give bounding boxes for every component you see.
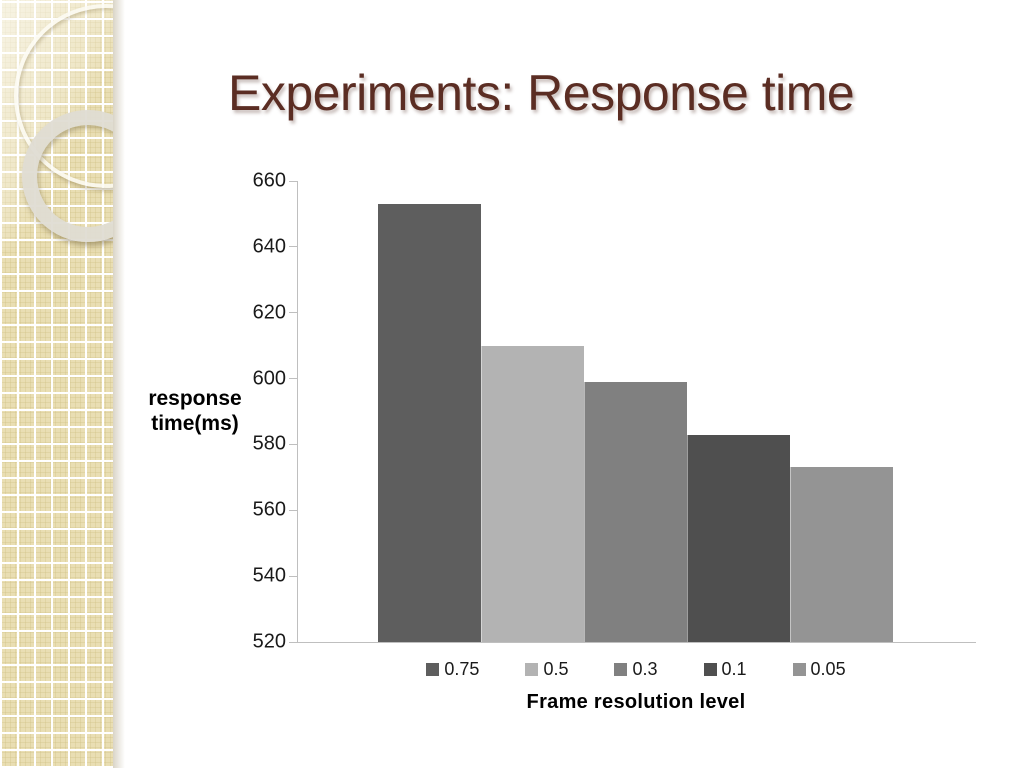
y-tick-label: 540 [252,564,286,587]
bar-0.75 [378,204,481,642]
bar-0.3 [584,382,687,642]
slide-title: Experiments: Response time [228,65,855,121]
legend-swatch-icon [426,663,440,676]
y-axis-label-line1: response [148,387,242,410]
legend-swatch-icon [792,663,806,676]
y-tick-mark [289,509,297,511]
legend-label: 0.05 [810,659,846,679]
decorative-sidebar [0,0,113,768]
y-tick-label: 580 [252,432,286,455]
y-tick-mark [289,575,297,577]
legend-label: 0.1 [721,659,747,679]
legend-swatch-icon [614,663,628,676]
y-axis-label-line2: time(ms) [151,412,239,435]
legend-item-0.5: 0.5 [525,659,568,680]
plot-area: 660 640 620 600 580 560 540 520 [253,170,976,653]
y-tick-mark [289,378,297,380]
legend-label: 0.3 [632,659,658,679]
y-tick-label: 640 [252,235,286,258]
legend-swatch-icon [525,663,539,676]
y-tick-mark [289,180,297,182]
y-axis-label: response time(ms) [140,386,250,436]
sidebar-edge-shadow [113,0,125,768]
y-tick-mark [289,641,297,643]
bar-0.05 [790,467,893,642]
y-tick-label: 520 [252,630,286,653]
y-tick-mark [289,246,297,248]
bars-group [378,204,893,642]
bar-0.5 [481,346,584,642]
y-tick-label: 560 [252,498,286,521]
legend-swatch-icon [703,663,717,676]
legend-label: 0.75 [444,659,480,679]
y-tick-label: 660 [252,169,286,192]
chart-legend: 0.75 0.5 0.3 0.1 0.05 [297,659,975,680]
y-tick-label: 600 [252,367,286,390]
bar-0.1 [687,435,790,642]
legend-label: 0.5 [543,659,569,679]
legend-item-0.3: 0.3 [614,659,658,680]
legend-item-0.75: 0.75 [426,659,479,680]
legend-item-0.1: 0.1 [703,659,747,680]
y-tick-mark [289,312,297,314]
y-tick-label: 620 [252,301,286,324]
legend-item-0.05: 0.05 [792,659,846,680]
y-tick-mark [289,443,297,445]
x-axis-label: Frame resolution level [526,691,746,713]
